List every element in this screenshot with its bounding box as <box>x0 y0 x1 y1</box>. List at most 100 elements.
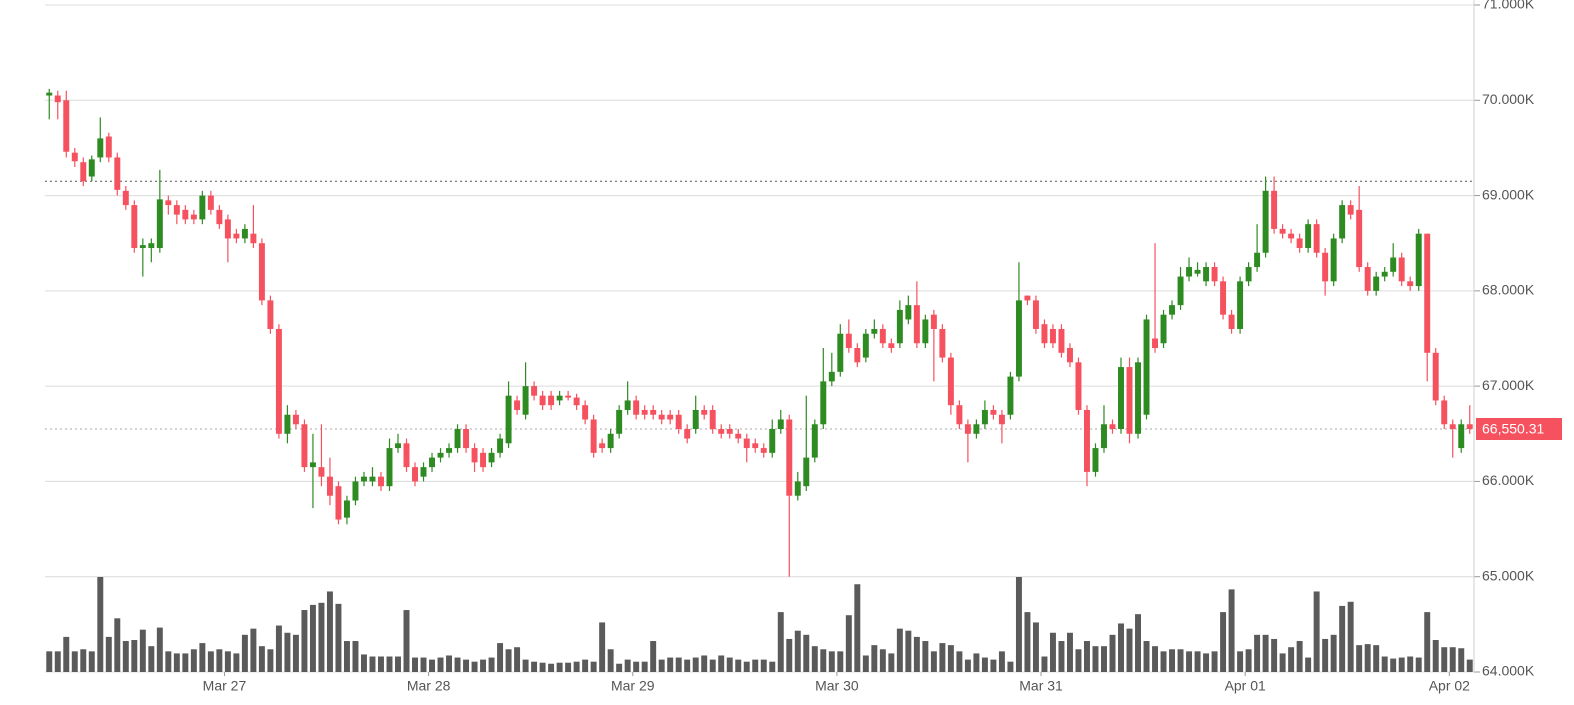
volume-bar <box>786 638 793 672</box>
candle-body <box>514 400 521 410</box>
volume-bar <box>1211 651 1218 672</box>
volume-bar <box>956 651 963 672</box>
volume-bar <box>1432 639 1439 672</box>
volume-bar <box>1458 648 1465 672</box>
volume-bar <box>871 645 878 672</box>
volume-bar <box>930 651 937 672</box>
volume-bar <box>845 615 852 672</box>
volume-bar <box>173 653 180 672</box>
y-tick-label: 67.000K <box>1482 377 1535 393</box>
candle-body <box>633 400 640 415</box>
candle-body <box>63 100 70 152</box>
candle-body <box>794 481 801 496</box>
volume-bar <box>1347 601 1354 672</box>
volume-bar <box>1049 632 1056 672</box>
volume-bar <box>412 657 418 672</box>
volume-bar <box>760 659 767 672</box>
candle-body <box>913 305 920 344</box>
volume-bar <box>879 649 886 672</box>
volume-bar <box>301 610 308 672</box>
candle-body <box>284 414 291 434</box>
volume-bar <box>471 661 478 672</box>
volume-bar <box>641 661 648 672</box>
last-price-label: 66,550.31 <box>1482 421 1544 437</box>
x-tick-label: Mar 30 <box>815 678 859 694</box>
volume-bar <box>54 651 61 672</box>
candle-body <box>947 357 954 406</box>
candle-body <box>1220 281 1227 315</box>
candle-body <box>1288 233 1295 239</box>
volume-bar <box>1254 634 1261 672</box>
volume-bar <box>1228 589 1235 672</box>
candle-body <box>1160 314 1167 344</box>
candle-body <box>105 136 112 158</box>
candle-body <box>292 414 299 425</box>
volume-bar <box>837 651 844 672</box>
candle-body <box>590 419 597 453</box>
volume-bar <box>454 657 461 672</box>
volume-bar <box>386 656 393 672</box>
volume-bar <box>777 612 784 672</box>
candle-body <box>582 405 589 420</box>
volume-bar <box>505 649 512 672</box>
candle-body <box>905 305 912 320</box>
candle-body <box>395 443 401 449</box>
candle-body <box>1228 314 1235 329</box>
volume-bar <box>241 634 248 672</box>
candle-body <box>709 409 716 430</box>
candle-body <box>386 448 393 487</box>
candle-body <box>522 386 529 415</box>
candle-body <box>1373 276 1380 291</box>
candle-body <box>1449 424 1456 430</box>
volume-bar <box>658 659 665 672</box>
candle-body <box>811 424 818 458</box>
candle-body <box>1135 362 1141 434</box>
candle-body <box>148 243 155 248</box>
volume-bar <box>1126 628 1133 672</box>
volume-bar <box>1177 649 1184 672</box>
candle-body <box>190 214 197 220</box>
volume-bar <box>743 661 750 672</box>
volume-bar <box>964 659 971 672</box>
candle-body <box>896 309 903 344</box>
volume-bar <box>1041 656 1048 672</box>
candle-body <box>1024 295 1031 301</box>
volume-bar <box>565 662 572 672</box>
candle-body <box>1364 267 1371 291</box>
candle-body <box>497 438 504 453</box>
candle-body <box>1143 319 1150 415</box>
volume-bar <box>199 643 206 672</box>
volume-bar <box>131 639 138 672</box>
candle-body <box>1347 205 1354 215</box>
candle-body <box>1075 362 1082 410</box>
volume-bar <box>794 630 801 672</box>
candle-body <box>1432 352 1439 401</box>
candle-body <box>735 433 742 439</box>
volume-bar <box>548 663 555 672</box>
y-tick-label: 69.000K <box>1482 186 1535 202</box>
candle-body <box>250 233 257 244</box>
candle-body <box>616 409 623 434</box>
volume-bar <box>692 657 699 672</box>
candle-body <box>939 328 946 358</box>
candle-body <box>233 233 240 239</box>
volume-bar <box>1169 649 1176 672</box>
candle-body <box>1424 233 1431 353</box>
volume-bar <box>122 641 129 672</box>
candle-body <box>573 397 580 406</box>
candle-body <box>1237 281 1244 329</box>
candle-body <box>199 195 206 220</box>
volume-bar <box>667 657 674 672</box>
candle-body <box>1390 257 1397 272</box>
candle-body <box>684 429 691 439</box>
volume-bar <box>71 651 78 672</box>
candle-body <box>1296 238 1303 248</box>
volume-bar <box>1092 646 1099 672</box>
volume-bar <box>1424 612 1431 672</box>
candle-body <box>650 409 657 415</box>
volume-bar <box>1330 634 1337 672</box>
candle-body <box>556 395 563 401</box>
candle-body <box>956 405 963 425</box>
candle-body <box>1118 367 1124 430</box>
